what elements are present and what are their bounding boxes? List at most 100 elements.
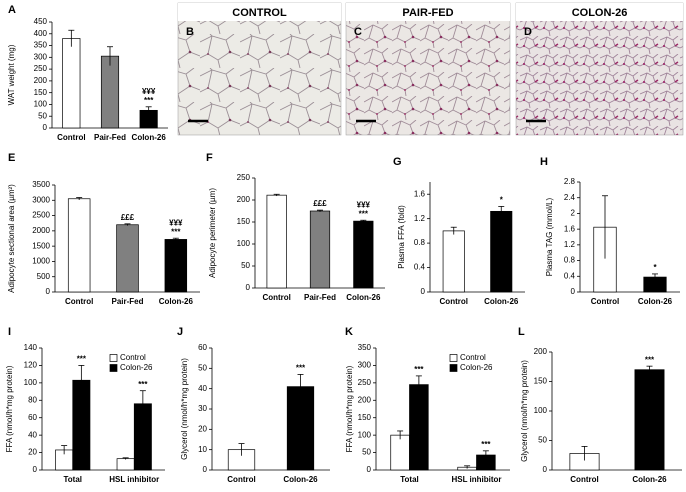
y-tick-label: 400 xyxy=(34,29,48,38)
y-tick-label: 1.2 xyxy=(414,214,426,223)
y-tick-label: 20 xyxy=(198,424,207,433)
y-tick-label: 0.4 xyxy=(414,263,426,272)
y-tick-label: 0.8 xyxy=(564,256,576,265)
y-tick-label: 300 xyxy=(358,361,372,370)
x-tick-label: Pair-Fed xyxy=(94,133,126,142)
legend-swatch xyxy=(449,354,458,362)
panel-letter: H xyxy=(540,156,548,168)
image-title: COLON-26 xyxy=(572,7,628,19)
significance: ¥¥¥ xyxy=(142,87,156,96)
significance: *** xyxy=(138,380,148,389)
y-tick-label: 250 xyxy=(237,173,251,182)
y-tick-label: 0 xyxy=(246,283,251,292)
y-tick-label: 100 xyxy=(34,100,48,109)
significance: ¥¥¥ xyxy=(357,200,371,209)
legend-label: Control xyxy=(120,353,146,362)
y-tick-label: 350 xyxy=(358,343,372,352)
significance: £££ xyxy=(313,199,327,208)
significance: *** xyxy=(481,440,491,449)
panel-letter: B xyxy=(186,26,194,38)
bar xyxy=(116,224,139,293)
panel-letter: C xyxy=(354,26,362,38)
y-tick-label: 2.4 xyxy=(564,193,576,202)
x-tick-label: Total xyxy=(63,475,82,484)
y-tick-label: 200 xyxy=(358,395,372,404)
title-band xyxy=(516,3,683,21)
y-tick-label: 140 xyxy=(24,343,38,352)
bar xyxy=(164,239,188,293)
panel-letter: I xyxy=(8,326,11,338)
x-tick-label: Colon-26 xyxy=(484,297,519,306)
bar xyxy=(286,386,315,471)
image-title: PAIR-FED xyxy=(402,7,453,19)
y-tick-label: 2 xyxy=(571,209,576,218)
y-tick-label: 120 xyxy=(24,361,38,370)
y-axis-label: Adipocyte perimeter (µm) xyxy=(208,188,217,278)
x-tick-label: Pair-Fed xyxy=(304,293,336,302)
y-tick-label: 40 xyxy=(28,430,37,439)
panel-letter: K xyxy=(345,326,353,338)
y-tick-label: 0 xyxy=(421,287,426,296)
y-tick-label: 3500 xyxy=(32,180,50,189)
x-tick-label: Control xyxy=(440,297,468,306)
bar xyxy=(490,210,513,293)
x-tick-label: Control xyxy=(227,475,255,484)
y-tick-label: 3000 xyxy=(32,195,50,204)
panel-letter: L xyxy=(518,326,525,338)
y-tick-label: 450 xyxy=(34,17,48,26)
bar xyxy=(634,369,665,471)
x-tick-label: Control xyxy=(591,297,619,306)
bar xyxy=(442,230,465,293)
y-axis-label: Plasma TAG (mmol/L) xyxy=(545,197,554,276)
y-tick-label: 100 xyxy=(237,239,251,248)
y-tick-label: 50 xyxy=(198,363,207,372)
significance: *** xyxy=(645,355,655,364)
y-tick-label: 80 xyxy=(28,395,37,404)
panel-letter: F xyxy=(206,152,213,164)
significance: *** xyxy=(144,96,154,105)
y-tick-label: 0 xyxy=(571,287,576,296)
y-tick-label: 300 xyxy=(34,52,48,61)
y-tick-label: 0 xyxy=(43,123,48,132)
y-tick-label: 0.8 xyxy=(414,238,426,247)
y-tick-label: 0 xyxy=(46,287,51,296)
legend-label: Colon-26 xyxy=(460,363,493,372)
y-tick-label: 100 xyxy=(358,430,372,439)
histology-image xyxy=(345,2,511,136)
legend-swatch xyxy=(449,364,458,372)
y-tick-label: 100 xyxy=(534,406,548,415)
bar xyxy=(309,210,331,289)
bar xyxy=(116,458,135,471)
y-tick-label: 0.4 xyxy=(564,271,576,280)
x-tick-label: Control xyxy=(570,475,598,484)
y-tick-label: 100 xyxy=(24,378,38,387)
significance: *** xyxy=(296,364,306,373)
y-tick-label: 50 xyxy=(241,261,250,270)
bar xyxy=(409,384,429,471)
significance: £££ xyxy=(121,213,135,222)
x-tick-label: Colon-26 xyxy=(346,293,381,302)
y-tick-label: 20 xyxy=(28,448,37,457)
x-tick-label: Control xyxy=(57,133,85,142)
y-tick-label: 1000 xyxy=(32,257,50,266)
y-tick-label: 0 xyxy=(33,465,38,474)
bar xyxy=(266,194,287,289)
x-tick-label: Colon-26 xyxy=(638,297,673,306)
bar xyxy=(62,38,81,129)
significance: *** xyxy=(171,227,181,236)
x-tick-label: Total xyxy=(400,475,419,484)
significance: * xyxy=(500,196,504,205)
x-tick-label: Control xyxy=(65,297,93,306)
panel-letter: A xyxy=(8,4,16,16)
bar xyxy=(390,434,410,471)
image-title: CONTROL xyxy=(232,7,287,19)
panel-letter: D xyxy=(524,26,532,38)
x-tick-label: Colon-26 xyxy=(132,133,167,142)
x-tick-label: Colon-26 xyxy=(283,475,318,484)
y-tick-label: 0 xyxy=(203,465,208,474)
y-tick-label: 150 xyxy=(34,88,48,97)
significance: *** xyxy=(359,209,369,218)
y-axis-label: FFA (nmol/h*mg protein) xyxy=(345,365,354,452)
